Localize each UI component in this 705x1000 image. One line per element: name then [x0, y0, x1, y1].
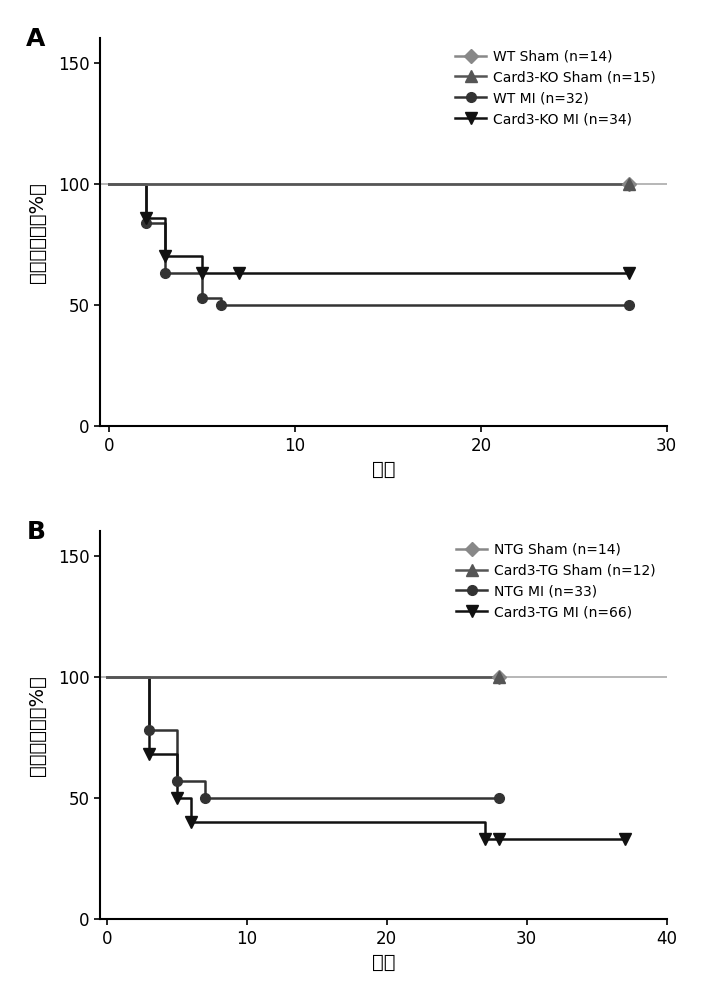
Y-axis label: 累计存活率（%）: 累计存活率（%） [27, 675, 47, 776]
X-axis label: 天数: 天数 [372, 953, 395, 972]
Y-axis label: 累计存活率（%）: 累计存活率（%） [27, 182, 47, 283]
Text: A: A [26, 27, 46, 51]
Text: B: B [26, 520, 45, 544]
X-axis label: 天数: 天数 [372, 460, 395, 479]
Legend: NTG Sham (n=14), Card3-TG Sham (n=12), NTG MI (n=33), Card3-TG MI (n=66): NTG Sham (n=14), Card3-TG Sham (n=12), N… [452, 538, 660, 623]
Legend: WT Sham (n=14), Card3-KO Sham (n=15), WT MI (n=32), Card3-KO MI (n=34): WT Sham (n=14), Card3-KO Sham (n=15), WT… [451, 45, 660, 130]
